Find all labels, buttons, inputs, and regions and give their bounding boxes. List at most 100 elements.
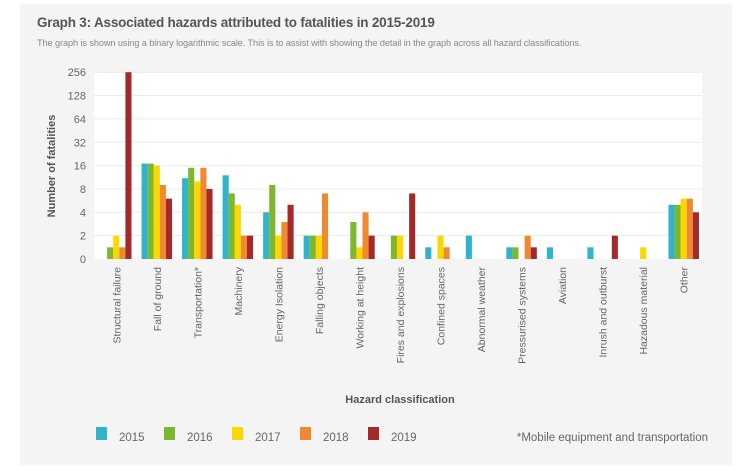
legend-label: 2019: [391, 432, 417, 444]
bar-2015: [506, 247, 513, 259]
bar-2015: [303, 235, 310, 259]
x-axis-title: Hazard classification: [345, 394, 455, 406]
legend-swatch: [300, 427, 311, 440]
legend-item-2019: 2019: [368, 427, 417, 444]
chart-title: Graph 3: Associated hazards attributed t…: [37, 15, 435, 30]
y-tick-label: 0: [80, 254, 86, 266]
x-tick-label: Energy Isolation: [273, 267, 285, 342]
bar-2016: [350, 221, 357, 259]
legend-swatch: [164, 427, 175, 440]
bar-2019: [611, 235, 618, 259]
bar-2018: [200, 167, 207, 259]
x-tick-label: Abnormal weather: [476, 267, 488, 353]
bar-2019: [125, 72, 132, 259]
bar-2017: [396, 235, 404, 259]
bar-2016: [309, 235, 316, 259]
bar-2019: [287, 204, 294, 259]
x-tick-label: Other: [679, 267, 691, 294]
x-tick-label: Structural failure: [111, 267, 123, 344]
bar-2015: [263, 212, 270, 259]
legend-label: 2015: [119, 432, 145, 444]
bar-2018: [240, 235, 247, 259]
legend-swatch: [368, 427, 379, 440]
bar-2018: [119, 247, 126, 259]
legend-label: 2016: [187, 432, 213, 444]
bar-2019: [368, 235, 375, 259]
x-tick-label: Fall of ground: [152, 267, 164, 331]
bar-2016: [147, 163, 154, 259]
x-tick-label: Falling objects: [314, 267, 326, 334]
y-tick-label: 128: [68, 91, 86, 103]
bar-2016: [228, 193, 235, 259]
x-tick-label: Transportation*: [192, 267, 204, 338]
y-axis-title: Number of fatalities: [46, 115, 58, 218]
x-tick-label: Fires and explosions: [395, 267, 407, 363]
x-tick-label: Inrush and outburst: [598, 267, 610, 358]
footnote: *Mobile equipment and transportation: [517, 432, 708, 444]
legend-swatch: [96, 427, 107, 440]
x-tick-label: Pressurised systems: [517, 267, 529, 364]
bar-2017: [680, 198, 687, 259]
bar-2016: [390, 235, 397, 259]
y-tick-label: 64: [74, 114, 86, 126]
bar-2016: [107, 247, 114, 259]
bar-2015: [182, 178, 189, 259]
legend-item-2017: 2017: [232, 427, 281, 444]
bar-2018: [281, 221, 288, 259]
bar-2018: [159, 184, 166, 259]
bar-2019: [692, 212, 699, 259]
y-tick-label: 4: [80, 207, 86, 219]
bar-2017: [640, 247, 647, 259]
bar-2017: [275, 235, 282, 259]
bar-2015: [141, 163, 148, 259]
x-axis-labels: Structural failure Fall of ground Transpor…: [111, 266, 690, 364]
bar-2018: [321, 193, 329, 259]
legend-label: 2018: [323, 432, 349, 444]
legend-item-2015: 2015: [96, 427, 145, 444]
y-tick-label: 16: [74, 161, 86, 173]
legend: 2015 2016 2017 2018 2019: [96, 427, 417, 444]
bar-2019: [530, 247, 537, 259]
bar-2018: [443, 247, 450, 259]
legend-swatch: [232, 427, 243, 440]
bar-2016: [188, 167, 195, 259]
bar-2017: [113, 235, 120, 259]
y-tick-label: 2: [80, 231, 86, 243]
bar-2015: [668, 204, 675, 259]
y-tick-label: 32: [74, 137, 86, 149]
bar-2017: [234, 204, 241, 259]
bar-2015: [587, 247, 594, 259]
bar-2019: [409, 193, 416, 259]
x-tick-label: Hazadous material: [638, 267, 650, 355]
bar-2018: [524, 235, 531, 259]
bar-2017: [437, 235, 444, 259]
bar-2015: [546, 247, 553, 259]
y-axis-ticks: 0 2 4 8 16 32 64 128 256: [68, 67, 86, 266]
bar-2015: [465, 235, 472, 259]
bar-2017: [194, 181, 201, 259]
bar-2019: [206, 188, 213, 259]
y-tick-label: 8: [80, 184, 86, 196]
bar-2018: [362, 212, 369, 259]
chart-subtitle: The graph is shown using a binary logari…: [37, 38, 582, 48]
bar-2018: [686, 198, 693, 259]
bar-2015: [222, 175, 229, 259]
legend-item-2018: 2018: [300, 427, 349, 444]
bar-2017: [153, 165, 160, 259]
bar-2017: [315, 235, 322, 259]
bars: [107, 72, 699, 259]
bar-2016: [674, 204, 681, 259]
x-tick-label: Machinery: [233, 266, 245, 315]
y-tick-label: 256: [68, 67, 86, 79]
x-tick-label: Confined spaces: [436, 267, 448, 345]
bar-2016: [512, 247, 519, 259]
bar-2017: [356, 247, 363, 259]
bar-2016: [269, 184, 276, 259]
x-tick-label: Working at height: [354, 267, 366, 349]
bar-2019: [165, 198, 173, 259]
legend-label: 2017: [255, 432, 281, 444]
x-tick-label: Aviation: [557, 267, 569, 304]
bar-2015: [425, 247, 432, 259]
bar-2019: [247, 235, 254, 259]
